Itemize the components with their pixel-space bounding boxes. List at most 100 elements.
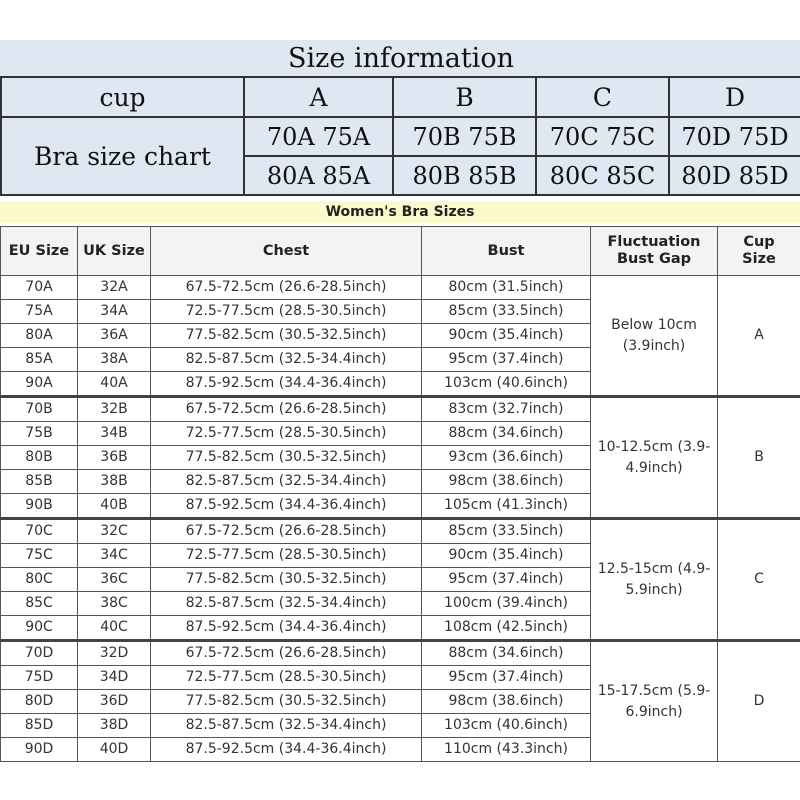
size-cell: 80D 85D bbox=[668, 155, 800, 196]
cup-a: A bbox=[243, 76, 394, 118]
chest-cell: 77.5-82.5cm (30.5-32.5inch) bbox=[150, 689, 422, 714]
cup-size-cell: B bbox=[717, 395, 800, 519]
chest-cell: 67.5-72.5cm (26.6-28.5inch) bbox=[150, 275, 422, 300]
uk-size-cell: 34B bbox=[77, 421, 151, 446]
chest-cell: 87.5-92.5cm (34.4-36.4inch) bbox=[150, 737, 422, 762]
chest-cell: 67.5-72.5cm (26.6-28.5inch) bbox=[150, 395, 422, 422]
bust-cell: 108cm (42.5inch) bbox=[421, 615, 591, 641]
table-row: 70A 32A 67.5-72.5cm (26.6-28.5inch) 80cm (3… bbox=[0, 275, 800, 397]
chest-cell: 72.5-77.5cm (28.5-30.5inch) bbox=[150, 665, 422, 690]
eu-size-cell: 70B bbox=[0, 395, 78, 422]
eu-size-cell: 80A bbox=[0, 323, 78, 348]
chest-cell: 77.5-82.5cm (30.5-32.5inch) bbox=[150, 323, 422, 348]
bust-cell: 98cm (38.6inch) bbox=[421, 689, 591, 714]
chest-cell: 67.5-72.5cm (26.6-28.5inch) bbox=[150, 517, 422, 544]
table-row: 75B 34B 72.5-77.5cm (28.5-30.5inch) 88cm (3… bbox=[0, 421, 800, 446]
chest-cell: 82.5-87.5cm (32.5-34.4inch) bbox=[150, 469, 422, 494]
header-eu-size: EU Size bbox=[0, 226, 78, 276]
header-uk-size: UK Size bbox=[77, 226, 151, 276]
eu-size-cell: 70A bbox=[0, 275, 78, 300]
size-cell: 80B 85B bbox=[392, 155, 537, 196]
eu-size-cell: 90D bbox=[0, 737, 78, 762]
table-row: 70C 32C 67.5-72.5cm (26.6-28.5inch) 85cm (3… bbox=[0, 517, 800, 641]
table-row: 75D 34D 72.5-77.5cm (28.5-30.5inch) 95cm (3… bbox=[0, 665, 800, 690]
eu-size-cell: 75C bbox=[0, 543, 78, 568]
table-row: 75A 34A 72.5-77.5cm (28.5-30.5inch) 85cm (3… bbox=[0, 299, 800, 324]
bust-cell: 95cm (37.4inch) bbox=[421, 347, 591, 372]
bust-gap-cell: Below 10cm (3.9inch) bbox=[590, 275, 718, 397]
uk-size-cell: 38D bbox=[77, 713, 151, 738]
table-row: 90C 40C 87.5-92.5cm (34.4-36.4inch) 108cm (… bbox=[0, 615, 800, 641]
eu-size-cell: 90C bbox=[0, 615, 78, 641]
bust-cell: 83cm (32.7inch) bbox=[421, 395, 591, 422]
header-chest: Chest bbox=[150, 226, 422, 276]
cup-size-cell: D bbox=[717, 639, 800, 762]
uk-size-cell: 32C bbox=[77, 517, 151, 544]
chest-cell: 87.5-92.5cm (34.4-36.4inch) bbox=[150, 371, 422, 397]
cup-size-cell: A bbox=[717, 275, 800, 397]
uk-size-cell: 40B bbox=[77, 493, 151, 519]
eu-size-cell: 80B bbox=[0, 445, 78, 470]
table-row: 85C 38C 82.5-87.5cm (32.5-34.4inch) 100cm (… bbox=[0, 591, 800, 616]
table-row: 85A 38A 82.5-87.5cm (32.5-34.4inch) 95cm (3… bbox=[0, 347, 800, 372]
bust-gap-cell: 12.5-15cm (4.9-5.9inch) bbox=[590, 517, 718, 641]
bust-cell: 100cm (39.4inch) bbox=[421, 591, 591, 616]
size-information-table: Size information cup A B C D Bra size ch… bbox=[0, 40, 800, 196]
bust-cell: 90cm (35.4inch) bbox=[421, 323, 591, 348]
eu-size-cell: 85C bbox=[0, 591, 78, 616]
table-row: 70B 32B 67.5-72.5cm (26.6-28.5inch) 83cm (3… bbox=[0, 395, 800, 519]
womens-bra-sizes-title: Women's Bra Sizes bbox=[0, 201, 800, 223]
bust-cell: 105cm (41.3inch) bbox=[421, 493, 591, 519]
bust-cell: 110cm (43.3inch) bbox=[421, 737, 591, 762]
eu-size-cell: 85D bbox=[0, 713, 78, 738]
uk-size-cell: 40C bbox=[77, 615, 151, 641]
table-row: 90A 40A 87.5-92.5cm (34.4-36.4inch) 103cm (… bbox=[0, 371, 800, 397]
header-cup-size: Cup Size bbox=[717, 226, 800, 276]
chest-cell: 77.5-82.5cm (30.5-32.5inch) bbox=[150, 567, 422, 592]
table-row: 90B 40B 87.5-92.5cm (34.4-36.4inch) 105cm (… bbox=[0, 493, 800, 519]
table-row: 70D 32D 67.5-72.5cm (26.6-28.5inch) 88cm (3… bbox=[0, 639, 800, 762]
chest-cell: 72.5-77.5cm (28.5-30.5inch) bbox=[150, 543, 422, 568]
eu-size-cell: 80C bbox=[0, 567, 78, 592]
header-fluctuation-bust-gap: Fluctuation Bust Gap bbox=[590, 226, 718, 276]
size-cell: 70A 75A bbox=[243, 116, 394, 157]
uk-size-cell: 32A bbox=[77, 275, 151, 300]
table-row: 80A 36A 77.5-82.5cm (30.5-32.5inch) 90cm (3… bbox=[0, 323, 800, 348]
uk-size-cell: 38B bbox=[77, 469, 151, 494]
uk-size-cell: 36C bbox=[77, 567, 151, 592]
uk-size-cell: 36B bbox=[77, 445, 151, 470]
eu-size-cell: 75B bbox=[0, 421, 78, 446]
eu-size-cell: 70D bbox=[0, 639, 78, 666]
bust-cell: 103cm (40.6inch) bbox=[421, 713, 591, 738]
bust-gap-cell: 15-17.5cm (5.9-6.9inch) bbox=[590, 639, 718, 762]
bust-cell: 98cm (38.6inch) bbox=[421, 469, 591, 494]
bust-cell: 85cm (33.5inch) bbox=[421, 517, 591, 544]
cup-label: cup bbox=[0, 76, 245, 118]
cup-c: C bbox=[535, 76, 670, 118]
chest-cell: 87.5-92.5cm (34.4-36.4inch) bbox=[150, 615, 422, 641]
eu-size-cell: 75A bbox=[0, 299, 78, 324]
cup-d: D bbox=[668, 76, 800, 118]
bust-cell: 90cm (35.4inch) bbox=[421, 543, 591, 568]
bust-cell: 80cm (31.5inch) bbox=[421, 275, 591, 300]
chest-cell: 82.5-87.5cm (32.5-34.4inch) bbox=[150, 591, 422, 616]
size-cell: 70C 75C bbox=[535, 116, 670, 157]
womens-bra-sizes-table: EU Size UK Size Chest Bust Fluctuation B… bbox=[0, 226, 800, 762]
table-row: 80D 36D 77.5-82.5cm (30.5-32.5inch) 98cm (3… bbox=[0, 689, 800, 714]
bust-cell: 95cm (37.4inch) bbox=[421, 567, 591, 592]
bust-cell: 95cm (37.4inch) bbox=[421, 665, 591, 690]
uk-size-cell: 32D bbox=[77, 639, 151, 666]
bust-cell: 85cm (33.5inch) bbox=[421, 299, 591, 324]
chest-cell: 72.5-77.5cm (28.5-30.5inch) bbox=[150, 299, 422, 324]
chest-cell: 77.5-82.5cm (30.5-32.5inch) bbox=[150, 445, 422, 470]
eu-size-cell: 90A bbox=[0, 371, 78, 397]
table-row: 85B 38B 82.5-87.5cm (32.5-34.4inch) 98cm (3… bbox=[0, 469, 800, 494]
size-cell: 70D 75D bbox=[668, 116, 800, 157]
bust-cell: 88cm (34.6inch) bbox=[421, 421, 591, 446]
size-cell: 80A 85A bbox=[243, 155, 394, 196]
bra-size-chart-label: Bra size chart bbox=[0, 116, 245, 196]
chest-cell: 82.5-87.5cm (32.5-34.4inch) bbox=[150, 347, 422, 372]
size-information-title: Size information bbox=[1, 40, 800, 78]
eu-size-cell: 85A bbox=[0, 347, 78, 372]
chest-cell: 82.5-87.5cm (32.5-34.4inch) bbox=[150, 713, 422, 738]
